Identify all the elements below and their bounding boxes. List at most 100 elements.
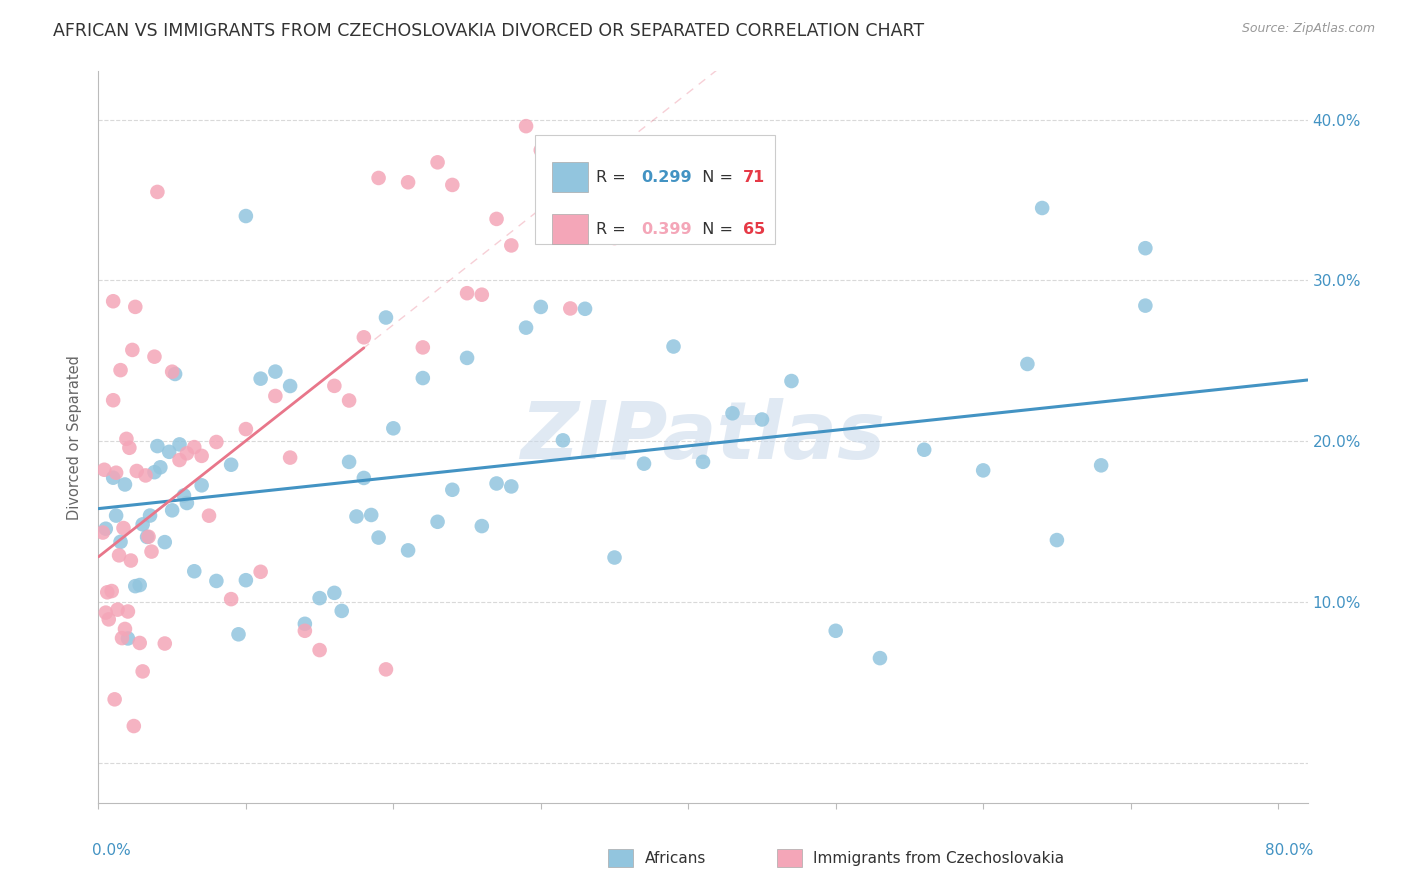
Text: 65: 65 [742,221,765,236]
Point [412,340,434,354]
Point [574,140,596,154]
Point [869,651,891,665]
Point [515,119,537,133]
Point [160,503,183,517]
Point [426,515,449,529]
Point [131,517,153,532]
Point [125,464,148,478]
Point [485,476,508,491]
Point [160,365,183,379]
Point [122,719,145,733]
Point [228,627,250,641]
Point [824,624,846,638]
Point [169,453,191,467]
Text: N =: N = [692,221,738,236]
Point [235,209,257,223]
Point [97,612,120,626]
Point [94,522,117,536]
Point [100,584,122,599]
Text: 80.0%: 80.0% [1265,843,1313,858]
Point [153,535,176,549]
Point [128,636,150,650]
Point [441,178,464,192]
Point [124,579,146,593]
Text: Africans: Africans [644,851,706,865]
Point [117,632,139,646]
Point [485,211,508,226]
Point [128,578,150,592]
Point [603,550,626,565]
Point [143,350,166,364]
Point [141,544,163,558]
Point [471,287,494,301]
Point [471,519,494,533]
Point [114,622,136,636]
Point [530,300,553,314]
Point [264,365,287,379]
Point [441,483,464,497]
Point [353,330,375,344]
Point [972,463,994,477]
Point [120,553,142,567]
Point [101,393,124,408]
Point [330,604,353,618]
Point [235,422,257,436]
Point [294,624,316,638]
Point [136,530,159,544]
Point [412,371,434,385]
Point [294,616,316,631]
Text: Immigrants from Czechoslovakia: Immigrants from Czechoslovakia [813,851,1064,865]
Point [169,437,191,451]
Point [105,466,128,480]
Point [515,320,537,334]
Point [91,525,114,540]
Text: N =: N = [692,169,738,185]
Point [101,471,124,485]
Point [530,143,553,157]
Point [264,389,287,403]
Point [139,508,162,523]
Point [1017,357,1039,371]
Point [112,521,135,535]
Point [396,175,419,189]
Point [346,509,368,524]
Point [111,631,134,645]
Point [278,379,301,393]
Point [131,665,153,679]
Point [101,294,124,309]
Point [138,530,160,544]
Point [124,300,146,314]
Point [544,205,567,219]
Text: 0.299: 0.299 [641,169,692,185]
Point [603,231,626,245]
Point [323,586,346,600]
Point [198,508,221,523]
Point [662,339,685,353]
Point [183,564,205,578]
Point [205,435,228,450]
Point [633,457,655,471]
Point [1135,299,1157,313]
Point [104,692,127,706]
Point [353,471,375,485]
Point [308,591,330,606]
Point [1031,201,1053,215]
Point [115,432,138,446]
Point [360,508,382,522]
Point [146,439,169,453]
Point [721,406,744,420]
Point [308,643,330,657]
Point [121,343,143,357]
Point [94,606,117,620]
Point [96,585,118,599]
Point [117,605,139,619]
Point [692,455,714,469]
Point [780,374,803,388]
Text: Source: ZipAtlas.com: Source: ZipAtlas.com [1241,22,1375,36]
Point [375,310,398,325]
Point [367,171,389,186]
Point [574,301,596,316]
Text: 71: 71 [742,169,765,185]
Point [1135,241,1157,255]
Point [912,442,935,457]
